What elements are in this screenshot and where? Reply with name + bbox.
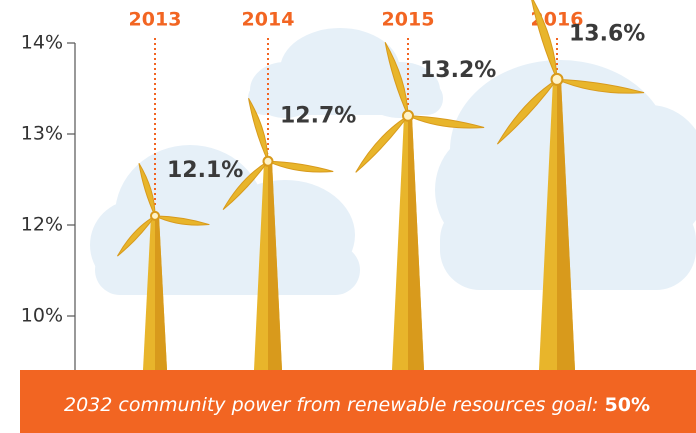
value-label: 13.2% xyxy=(420,58,496,83)
hub xyxy=(550,72,564,86)
hub xyxy=(150,210,160,221)
blade xyxy=(222,160,269,211)
y-tick-label: 12% xyxy=(21,214,63,236)
category-label: 2015 xyxy=(382,9,435,31)
blade xyxy=(384,42,409,117)
y-tick-label: 10% xyxy=(21,305,63,327)
hub xyxy=(262,155,274,167)
category-label: 2014 xyxy=(242,9,295,31)
blade xyxy=(496,78,558,145)
footer-label: 2032 community power from renewable reso… xyxy=(64,394,598,416)
footer-text: 2032 community power from renewable reso… xyxy=(64,394,650,416)
footer-highlight: 50% xyxy=(605,394,650,416)
tower-shade xyxy=(408,115,424,370)
blade xyxy=(407,115,485,129)
footer-banner xyxy=(20,370,696,433)
y-tick-label: 14% xyxy=(21,32,63,54)
blade xyxy=(267,160,334,173)
value-label: 12.1% xyxy=(167,158,243,183)
value-label: 13.6% xyxy=(569,21,645,46)
category-label: 2013 xyxy=(129,9,182,31)
blade xyxy=(355,115,409,173)
blade xyxy=(556,78,645,94)
blade xyxy=(138,163,156,217)
y-tick-label: 13% xyxy=(21,123,63,145)
hub xyxy=(402,109,414,122)
blade xyxy=(530,0,558,80)
marks: 10%12%13%14%201312.1%201412.7%201513.2%2… xyxy=(21,0,645,371)
blade xyxy=(154,215,210,226)
blade xyxy=(248,97,269,162)
blade xyxy=(117,215,156,257)
tower-shade xyxy=(557,79,575,371)
value-label: 12.7% xyxy=(280,103,356,128)
tower-shade xyxy=(268,161,282,370)
tower-shade xyxy=(155,215,167,370)
